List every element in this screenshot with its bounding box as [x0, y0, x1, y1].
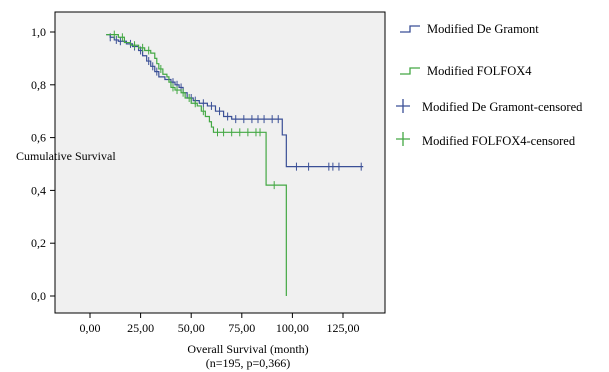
plot-area	[54, 11, 386, 314]
legend-item-de-gramont-censored: Modified De Gramont-censored	[396, 99, 583, 114]
y-axis-title: Cumulative Survival	[16, 149, 116, 163]
x-axis-title: Overall Survival (month)	[187, 342, 308, 356]
survival-curve-folfox4	[106, 34, 287, 296]
legend-item-folfox4-censored: Modified FOLFOX4-censored	[396, 132, 576, 148]
legend-label-folfox4-censored: Modified FOLFOX4-censored	[422, 134, 576, 148]
legend-plus-de-gramont	[396, 99, 410, 113]
y-tick-label: 0,6	[31, 131, 46, 145]
y-tick-label: 0,8	[31, 78, 46, 92]
legend-label-de-gramont: Modified De Gramont	[427, 22, 539, 36]
x-tick-label: 25,00	[127, 321, 154, 335]
legend-label-folfox4: Modified FOLFOX4	[427, 64, 532, 78]
x-tick-label: 125,00	[327, 321, 360, 335]
legend-swatch-de-gramont	[400, 25, 420, 33]
x-tick-label: 75,00	[228, 321, 255, 335]
x-tick-label: 100,00	[276, 321, 309, 335]
y-tick-label: 0,4	[31, 183, 46, 197]
y-tick-label: 0,2	[31, 236, 46, 250]
legend-swatch-folfox4	[400, 67, 420, 75]
x-tick-label: 0,00	[80, 321, 101, 335]
y-tick-label: 0,0	[31, 289, 46, 303]
legend-item-folfox4: Modified FOLFOX4	[400, 64, 532, 78]
x-tick-label: 50,00	[178, 321, 205, 335]
legend-plus-folfox4	[396, 132, 410, 146]
x-axis-subtitle: (n=195, p=0,366)	[206, 356, 291, 370]
legend: Modified De Gramont Modified FOLFOX4 Mod…	[396, 22, 583, 148]
legend-item-de-gramont: Modified De Gramont	[400, 22, 539, 36]
y-tick-label: 1,0	[31, 25, 46, 39]
legend-label-de-gramont-censored: Modified De Gramont-censored	[422, 100, 583, 114]
